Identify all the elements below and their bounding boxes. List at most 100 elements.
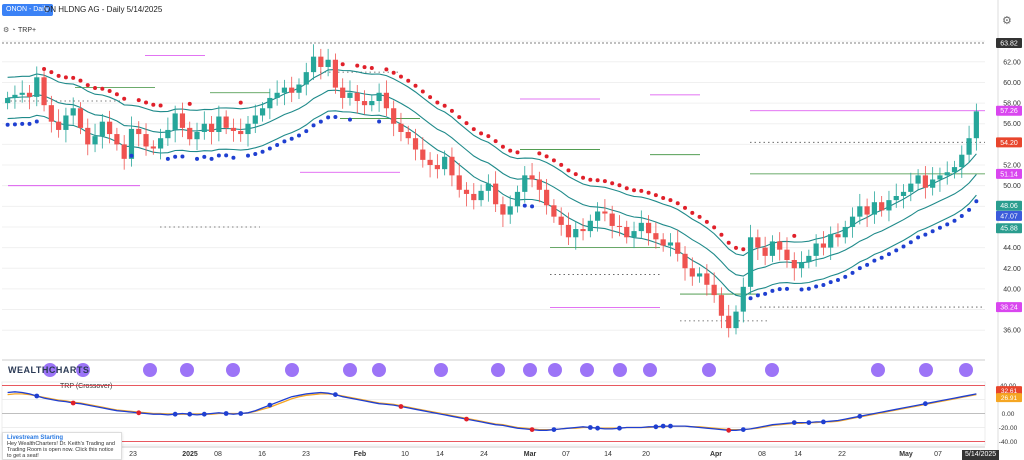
price-badge <box>996 38 1022 49</box>
candle <box>128 128 135 159</box>
candle <box>136 128 142 135</box>
livestream-toast[interactable]: Livestream Starting Hey WealthCharters! … <box>2 432 122 460</box>
trp-dot <box>296 133 301 138</box>
candle <box>602 211 608 214</box>
candle <box>172 113 178 130</box>
trp-dot <box>326 115 331 120</box>
trp-dot <box>522 203 527 208</box>
event-circle-icon <box>343 363 357 377</box>
crossover-dot <box>726 427 732 433</box>
event-circle-icon <box>959 363 973 377</box>
candle <box>915 175 921 184</box>
crossover-dot <box>201 411 207 417</box>
trp-dot <box>755 293 760 298</box>
trp-dot <box>187 101 192 106</box>
crossover-dot <box>136 410 142 416</box>
symbol-badge[interactable]: ONON - Daily <box>2 4 53 16</box>
trp-crossover-pane: TRP (Crossover)40.0020.000.00-20.00-40.0… <box>1 381 1022 446</box>
crossover-dot <box>238 411 244 416</box>
trp-dot <box>923 232 928 237</box>
trp-dot <box>974 199 979 204</box>
candles <box>5 44 979 338</box>
candle <box>908 183 914 192</box>
trp-dot <box>602 179 607 184</box>
trp-dot <box>537 151 542 156</box>
trp-dot <box>369 66 374 71</box>
trp-dot <box>872 258 877 263</box>
x-tick-label: 2025 <box>182 451 198 458</box>
trp-dot <box>544 154 549 159</box>
candle <box>959 154 965 168</box>
candle <box>12 94 18 98</box>
x-tick-label: Apr <box>710 451 722 458</box>
event-circle-icon <box>548 363 562 377</box>
trp-dot <box>515 150 520 155</box>
band-line <box>7 110 977 298</box>
candle <box>19 92 25 95</box>
settings-gear-icon[interactable]: ⚙ <box>1002 15 1012 27</box>
candle <box>427 159 433 166</box>
trp-dot <box>377 119 382 124</box>
trp-dot <box>551 158 556 163</box>
trp-dot <box>479 131 484 136</box>
trp-dot <box>428 95 433 100</box>
price-badge <box>996 302 1022 313</box>
x-tick-label: 20 <box>642 451 650 458</box>
trp-dot <box>668 198 673 203</box>
event-circle-icon <box>226 363 240 377</box>
event-circle-icon <box>76 363 90 377</box>
trp-dot <box>238 100 243 105</box>
candle <box>114 134 120 145</box>
candle <box>871 202 877 215</box>
trp-dot <box>806 286 811 291</box>
candle <box>85 127 91 145</box>
candle <box>835 234 841 238</box>
x-tick-label: 07 <box>562 451 570 458</box>
trp-dot <box>311 123 316 128</box>
trp-dot <box>646 190 651 195</box>
candle <box>303 72 309 85</box>
price-badge-label: 63.82 <box>1000 41 1018 48</box>
crossover-dot <box>740 427 746 432</box>
event-circle-icon <box>919 363 933 377</box>
candle <box>733 311 739 329</box>
candle <box>966 138 972 155</box>
trp-dot <box>34 119 39 124</box>
lower-badge-label: 32.61 <box>1001 388 1018 395</box>
price-tick-label: 58.00 <box>1003 101 1021 108</box>
trp-dot <box>726 240 731 245</box>
event-circle-icon <box>143 363 157 377</box>
candle <box>92 136 98 145</box>
price-tick-label: 44.00 <box>1003 245 1021 252</box>
trp-dot <box>508 148 513 153</box>
trp-dot <box>581 175 586 180</box>
trp-dot <box>784 286 789 291</box>
candle <box>565 224 572 238</box>
chart-tools-icon[interactable]: ⚙ ◔ <box>3 27 16 34</box>
trp-dot <box>741 247 746 252</box>
candle <box>616 225 623 227</box>
price-badges: 63.82 57.26 54.20 51.14 48.06 47.07 45.88 38.24 <box>996 38 1022 313</box>
indicator-label[interactable]: TRP+ <box>18 27 37 34</box>
trp-dot <box>56 73 61 78</box>
candle <box>675 242 681 254</box>
candle <box>340 87 346 98</box>
trp-dot <box>20 121 25 126</box>
lower-tick-label: -20.00 <box>999 425 1018 432</box>
candle <box>820 243 827 248</box>
trp-dot <box>916 235 921 240</box>
event-circles[interactable] <box>43 363 973 377</box>
event-circle-icon <box>180 363 194 377</box>
candle <box>478 190 484 201</box>
trp-dot <box>267 146 272 151</box>
candle <box>806 255 812 263</box>
trp-dot <box>945 222 950 227</box>
trp-dot <box>282 139 287 144</box>
trp-dot <box>937 225 942 230</box>
trp-dot <box>828 280 833 285</box>
candle <box>696 273 703 277</box>
price-badge <box>996 200 1022 211</box>
candle <box>347 92 353 98</box>
price-tick-label: 50.00 <box>1003 183 1021 190</box>
